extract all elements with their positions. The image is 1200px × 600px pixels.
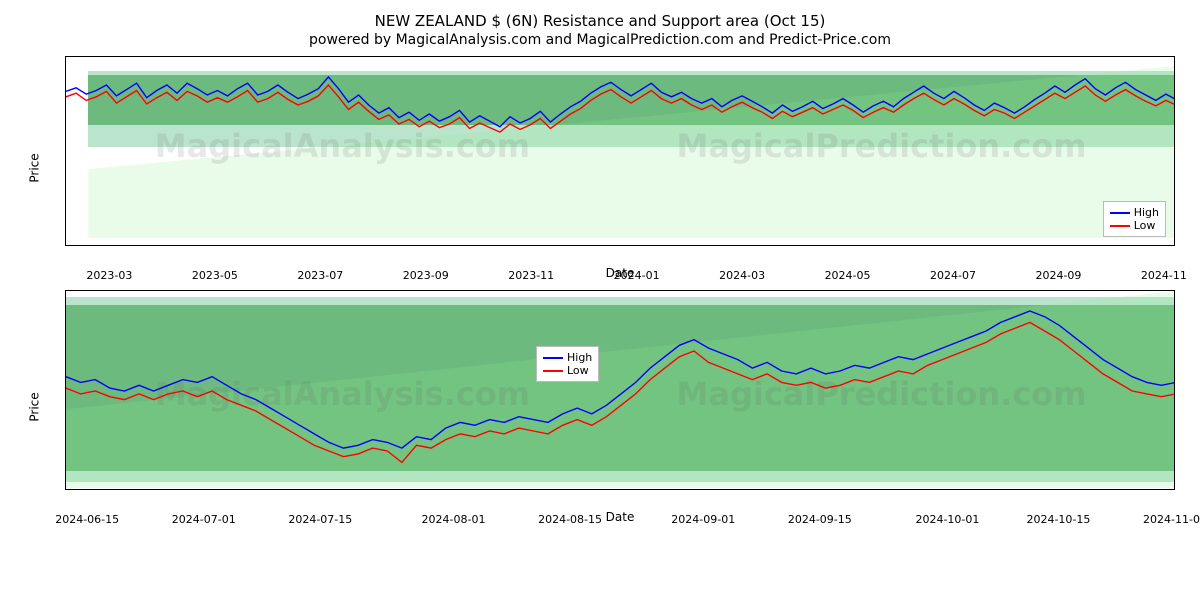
xtick-label: 2024-07-15 (288, 513, 352, 526)
legend-box: HighLow (536, 346, 599, 382)
xtick-label: 2023-11 (508, 269, 554, 282)
high-series-line (66, 77, 1175, 127)
xtick-label: 2024-06-15 (55, 513, 119, 526)
top-xticks: 2023-032023-052023-072023-092023-112024-… (65, 246, 1175, 264)
xtick-label: 2024-07 (930, 269, 976, 282)
chart-subtitle: powered by MagicalAnalysis.com and Magic… (10, 32, 1190, 48)
xtick-label: 2024-10-01 (915, 513, 979, 526)
legend-low: Low (543, 364, 592, 377)
bottom-chart: MagicalAnalysis.comMagicalPrediction.com… (65, 290, 1175, 490)
xtick-label: 2024-01 (614, 269, 660, 282)
xtick-label: 2024-08-01 (422, 513, 486, 526)
chart-title: NEW ZEALAND $ (6N) Resistance and Suppor… (10, 12, 1190, 30)
xtick-label: 2024-10-15 (1026, 513, 1090, 526)
xtick-label: 2023-05 (192, 269, 238, 282)
bottom-ylabel: Price (28, 392, 42, 421)
xtick-label: 2024-09 (1035, 269, 1081, 282)
bottom-svg (66, 291, 1175, 490)
xtick-label: 2024-03 (719, 269, 765, 282)
legend-high: High (1110, 206, 1159, 219)
top-chart: MagicalAnalysis.comMagicalPrediction.com… (65, 56, 1175, 246)
legend-low: Low (1110, 219, 1159, 232)
low-series-line (66, 322, 1175, 462)
legend-box: HighLow (1103, 201, 1166, 237)
xtick-label: 2023-09 (403, 269, 449, 282)
xtick-label: 2024-05 (825, 269, 871, 282)
top-svg (66, 57, 1175, 246)
xtick-label: 2023-07 (297, 269, 343, 282)
xtick-label: 2024-11-01 (1143, 513, 1200, 526)
xtick-label: 2024-09-01 (671, 513, 735, 526)
high-series-line (66, 311, 1175, 448)
xtick-label: 2023-03 (86, 269, 132, 282)
legend-high: High (543, 351, 592, 364)
xtick-label: 2024-09-15 (788, 513, 852, 526)
top-ylabel: Price (28, 153, 42, 182)
xtick-label: 2024-07-01 (172, 513, 236, 526)
xtick-label: 2024-08-15 (538, 513, 602, 526)
bottom-xticks: 2024-06-152024-07-012024-07-152024-08-01… (65, 490, 1175, 508)
top-chart-container: Price MagicalAnalysis.comMagicalPredicti… (65, 56, 1175, 280)
xtick-label: 2024-11 (1141, 269, 1187, 282)
bottom-chart-container: Price MagicalAnalysis.comMagicalPredicti… (65, 290, 1175, 524)
